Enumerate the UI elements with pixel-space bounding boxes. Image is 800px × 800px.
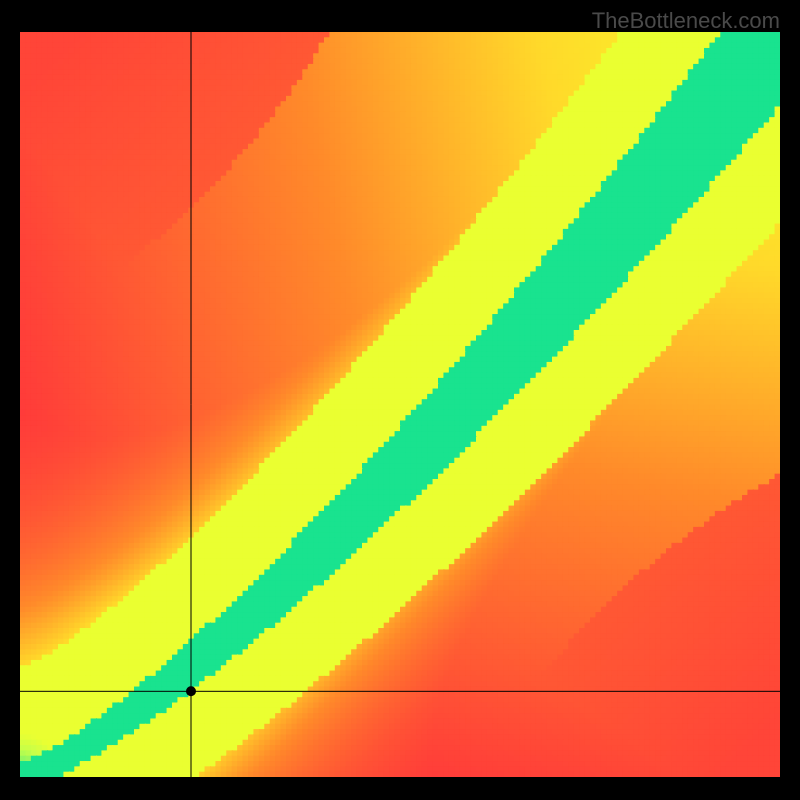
heatmap-canvas (20, 32, 780, 777)
bottleneck-heatmap (20, 32, 780, 777)
watermark-text: TheBottleneck.com (592, 8, 780, 34)
